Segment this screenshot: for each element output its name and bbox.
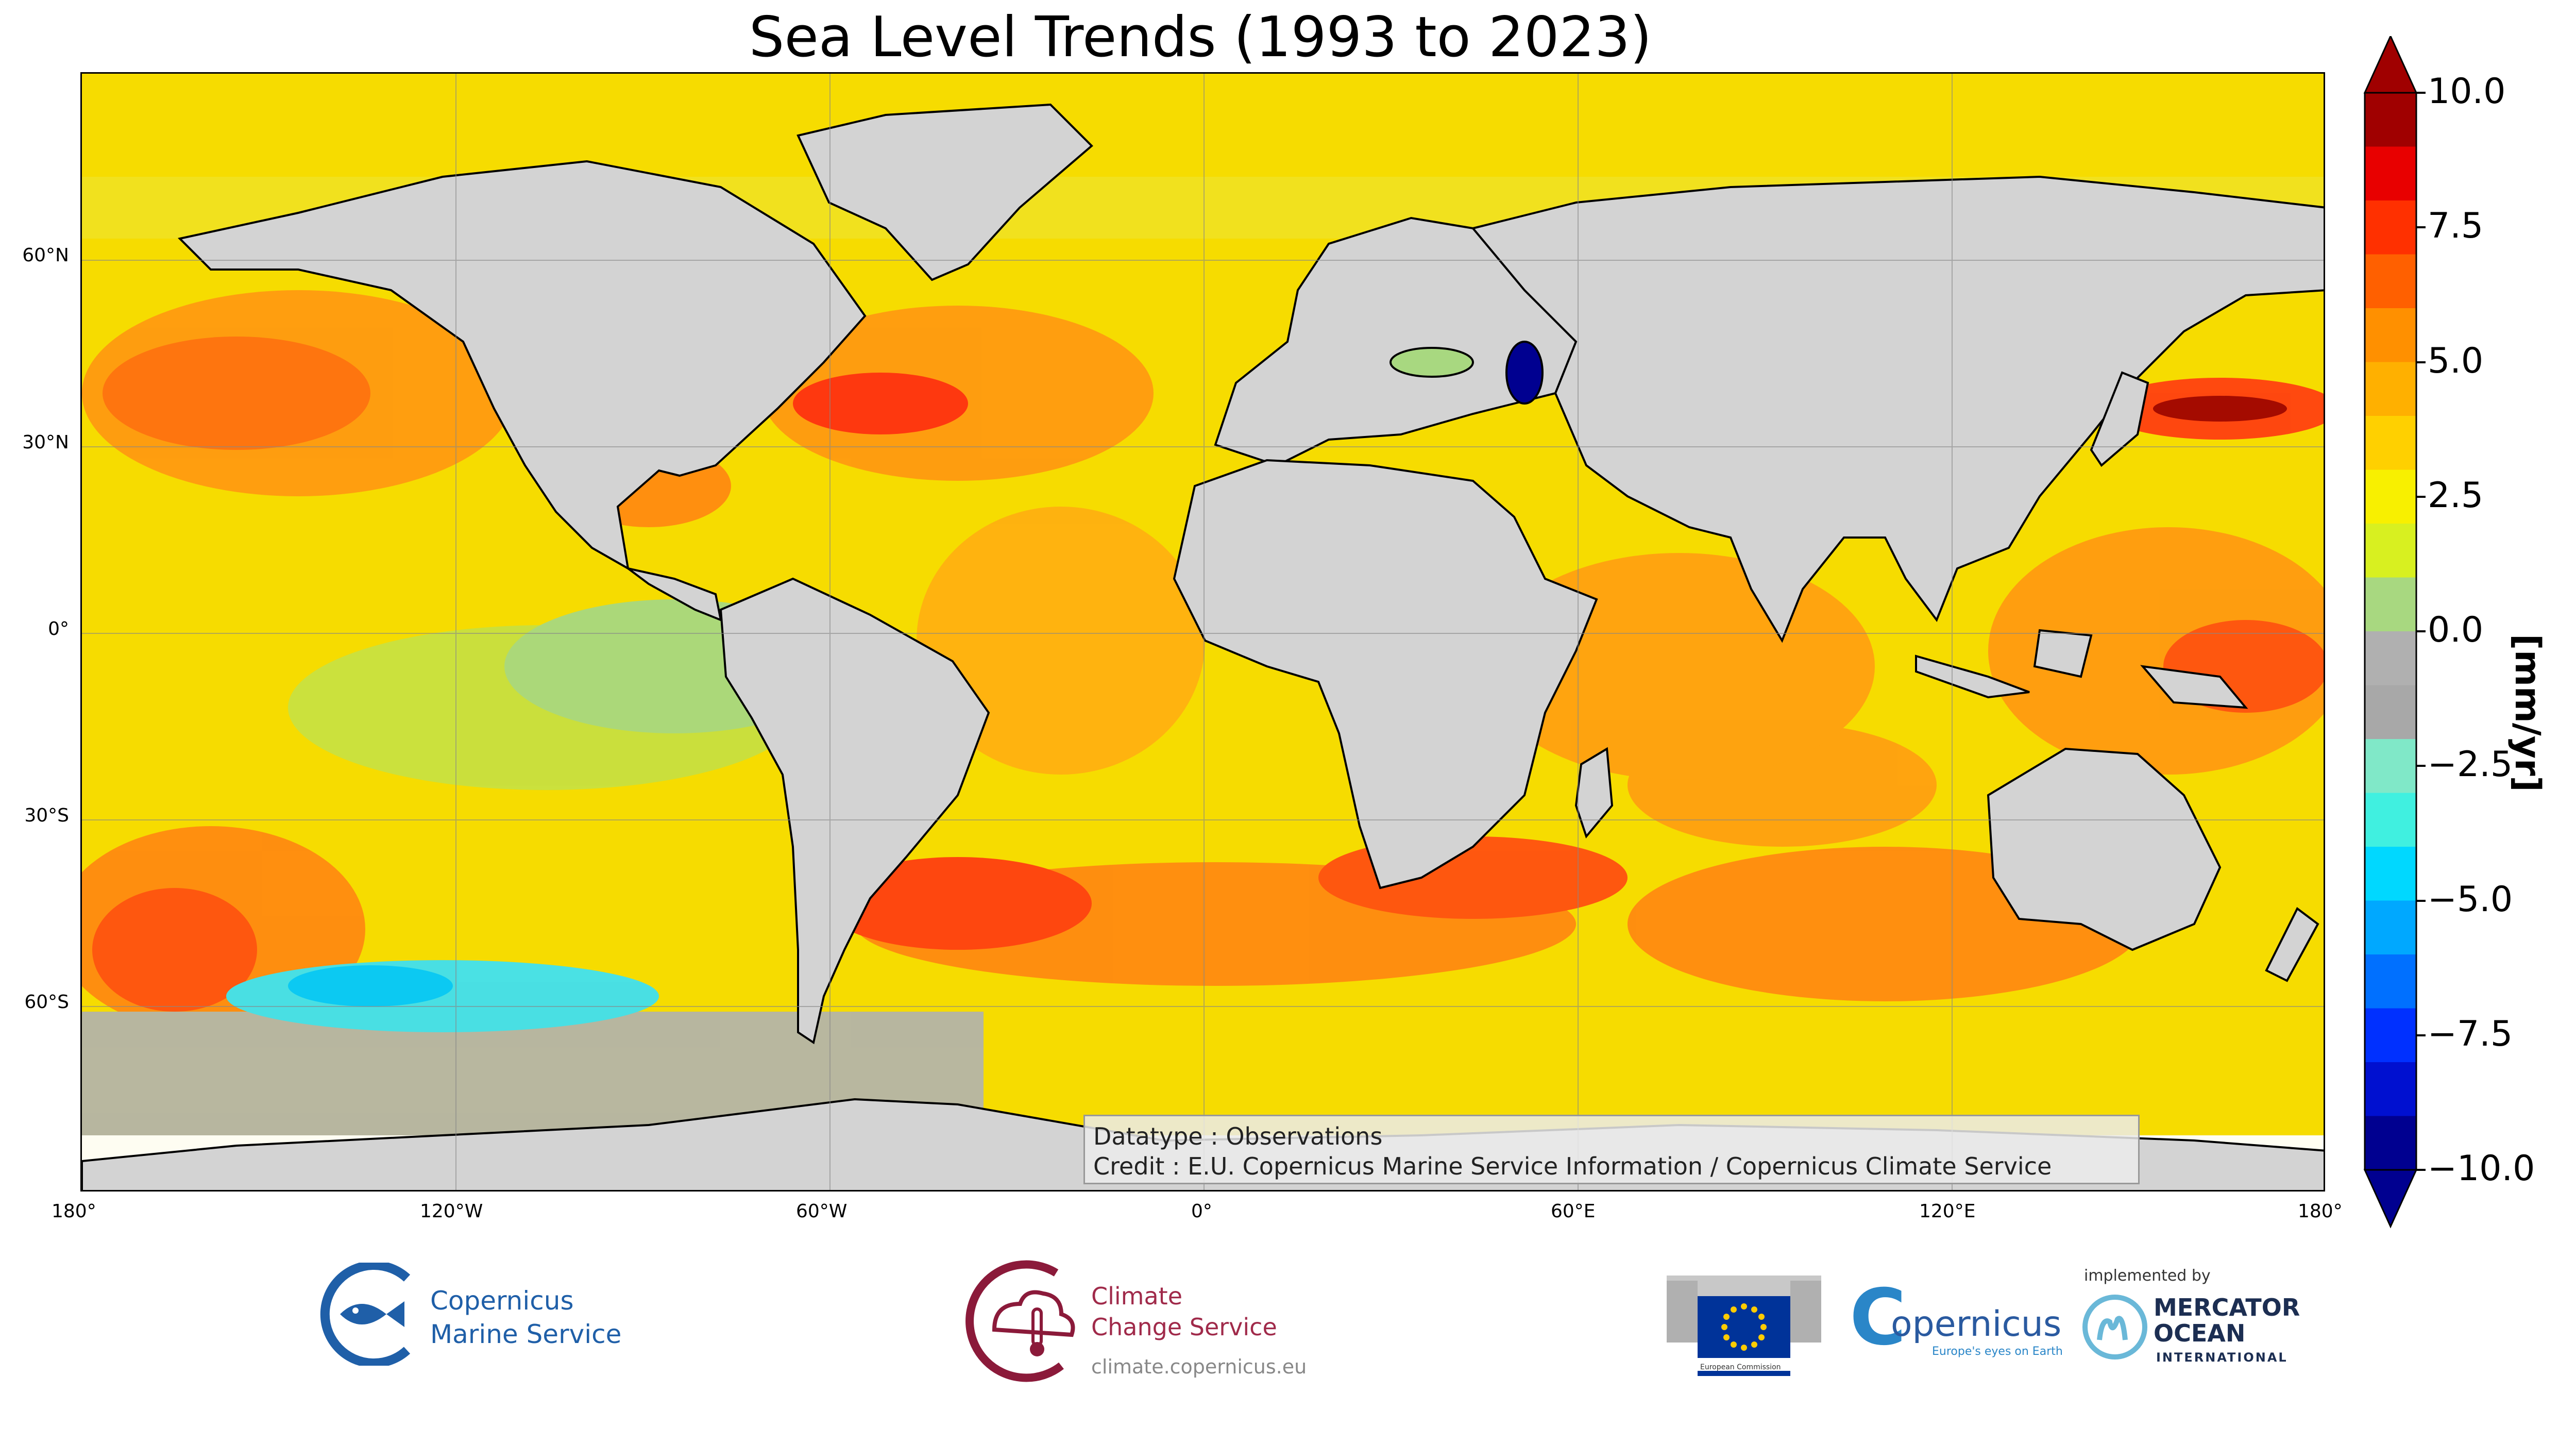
colorbar-segment	[2365, 685, 2416, 740]
mercator-line1: MERCATOR	[2154, 1294, 2300, 1321]
colorbar-segment	[2365, 1008, 2416, 1063]
colorbar-tick-mark	[2416, 899, 2426, 902]
colorbar-tick-label: 2.5	[2428, 475, 2484, 516]
cmems-line2: Marine Service	[430, 1319, 622, 1349]
colorbar-segment	[2365, 793, 2416, 847]
c3s-line1: Climate	[1091, 1282, 1183, 1310]
sea-level-trend-map	[82, 74, 2324, 1190]
colorbar-tick-mark	[2416, 226, 2426, 229]
c3s-url: climate.copernicus.eu	[1091, 1355, 1307, 1378]
colorbar-segment	[2365, 900, 2416, 955]
lon-tick-120w: 120°W	[420, 1201, 483, 1222]
lon-tick-60w: 60°W	[796, 1201, 848, 1222]
credit-text: Credit : E.U. Copernicus Marine Service …	[1093, 1152, 2052, 1180]
colorbar-segment	[2365, 200, 2416, 255]
colorbar-segment	[2365, 1062, 2416, 1117]
colorbar-segment	[2365, 847, 2416, 901]
colorbar-tick-label: 10.0	[2428, 71, 2506, 112]
colorbar-label: [mm/yr]	[2507, 634, 2548, 792]
colorbar-tick-label: 7.5	[2428, 206, 2484, 247]
colorbar-tick-mark	[2416, 92, 2426, 94]
lat-tick-60n: 60°N	[22, 245, 69, 266]
gridlines	[82, 74, 2324, 1190]
european-commission-logo-icon	[1667, 1276, 1821, 1376]
colorbar-segment	[2365, 954, 2416, 1009]
ec-small-text: European Commission	[1700, 1363, 1781, 1371]
datatype-text: Datatype : Observations	[1093, 1122, 1383, 1150]
mercator-line2: OCEAN	[2154, 1319, 2246, 1347]
colorbar-segment	[2365, 631, 2416, 686]
colorbar-segment	[2365, 524, 2416, 578]
colorbar-segment	[2365, 1116, 2416, 1170]
cmems-line1: Copernicus	[430, 1286, 574, 1316]
colorbar-tick-mark	[2416, 495, 2426, 498]
lon-tick-0: 0°	[1191, 1201, 1212, 1222]
climate-change-service-logo-icon	[965, 1260, 1075, 1382]
lat-tick-60s: 60°S	[24, 992, 69, 1013]
copernicus-marine-logo-icon	[320, 1263, 411, 1366]
lat-tick-30n: 30°N	[22, 432, 69, 453]
colorbar-tick-label: −5.0	[2428, 879, 2513, 920]
colorbar-segment	[2365, 577, 2416, 632]
copernicus-c: C	[1850, 1273, 1907, 1363]
lat-tick-30s: 30°S	[24, 805, 69, 826]
colorbar-tick-label: −2.5	[2428, 744, 2513, 785]
map-title: Sea Level Trends (1993 to 2023)	[749, 5, 1652, 70]
colorbar-tick-mark	[2416, 1169, 2426, 1171]
implemented-by: implemented by	[2084, 1267, 2211, 1285]
lon-tick-60e: 60°E	[1551, 1201, 1596, 1222]
copernicus-word: opernicus	[1891, 1304, 2062, 1345]
mercator-ocean-logo-icon	[2082, 1295, 2147, 1360]
colorbar-tick-label: −7.5	[2428, 1013, 2513, 1054]
colorbar-segment	[2365, 739, 2416, 794]
colorbar-segment	[2365, 416, 2416, 471]
lon-tick-180w: 180°	[52, 1201, 96, 1222]
world-map	[80, 72, 2325, 1192]
lon-tick-120e: 120°E	[1919, 1201, 1976, 1222]
mercator-line3: INTERNATIONAL	[2156, 1350, 2288, 1365]
copernicus-tagline: Europe's eyes on Earth	[1932, 1345, 2063, 1358]
lat-tick-0: 0°	[48, 618, 69, 640]
credit-box: Datatype : Observations Credit : E.U. Co…	[1083, 1115, 2140, 1184]
lon-tick-180e: 180°	[2298, 1201, 2343, 1222]
colorbar-tick-mark	[2416, 361, 2426, 363]
colorbar-tick-mark	[2416, 765, 2426, 767]
c3s-line2: Change Service	[1091, 1313, 1277, 1341]
colorbar-tick-label: −10.0	[2428, 1148, 2535, 1189]
colorbar-tick-mark	[2416, 630, 2426, 632]
colorbar-tick-label: 5.0	[2428, 340, 2484, 381]
colorbar-tick-label: 0.0	[2428, 610, 2484, 650]
colorbar-segment	[2365, 146, 2416, 201]
colorbar-segment	[2365, 469, 2416, 524]
colorbar-tick-mark	[2416, 1034, 2426, 1036]
colorbar-segment	[2365, 308, 2416, 363]
colorbar-segment	[2365, 93, 2416, 147]
colorbar	[2363, 36, 2418, 1229]
colorbar-segment	[2365, 362, 2416, 416]
colorbar-segment	[2365, 254, 2416, 309]
